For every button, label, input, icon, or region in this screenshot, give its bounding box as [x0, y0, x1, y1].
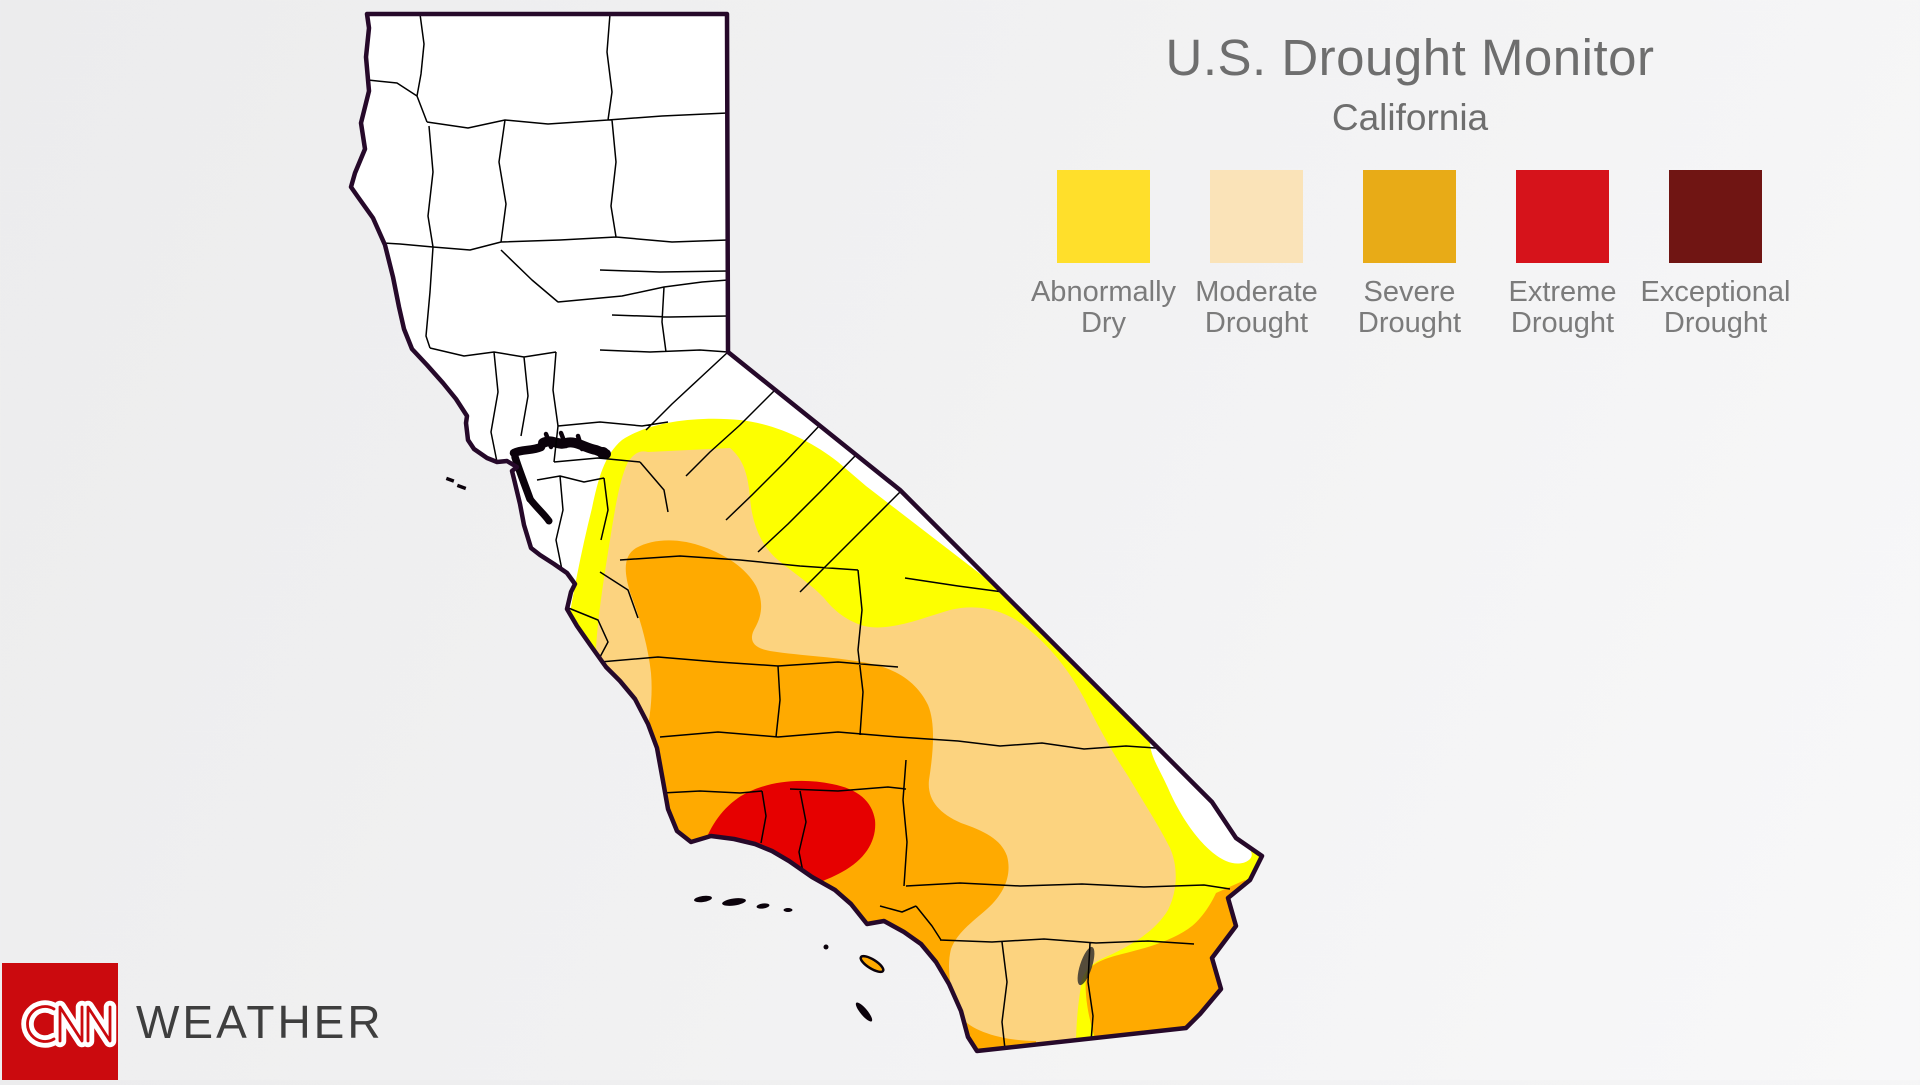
legend-label-line1: Moderate	[1195, 276, 1318, 308]
legend-item-severe-drought: Severe Drought	[1333, 170, 1486, 339]
page-title: U.S. Drought Monitor	[1165, 29, 1655, 86]
title-block: U.S. Drought Monitor California	[1060, 30, 1760, 138]
cnn-logo	[2, 963, 118, 1080]
legend-swatch-moderate-drought	[1210, 170, 1303, 263]
salton-sea	[1077, 946, 1095, 986]
legend-item-extreme-drought: Extreme Drought	[1486, 170, 1639, 339]
delta-water-blob	[597, 447, 609, 459]
legend-item-abnormally-dry: Abnormally Dry	[1027, 170, 1180, 339]
legend-label-line2: Drought	[1357, 307, 1462, 339]
offshore-islands	[445, 476, 885, 1022]
legend-swatch-abnormally-dry	[1057, 170, 1150, 263]
san-clemente-island	[855, 1002, 873, 1022]
legend-label-line1: Severe	[1363, 276, 1456, 308]
legend-item-exceptional-drought: Exceptional Drought	[1639, 170, 1792, 339]
legend-label-line1: Abnormally	[1030, 276, 1177, 308]
legend-label-line2: Drought	[1510, 307, 1615, 339]
legend-label-line2: Drought	[1663, 307, 1768, 339]
legend-swatch-severe-drought	[1363, 170, 1456, 263]
legend-label-line1: Exceptional	[1640, 276, 1791, 308]
california-outline	[348, 11, 1265, 1054]
legend-label-line2: Drought	[1204, 307, 1309, 339]
bay-water	[509, 430, 611, 525]
legend-swatch-extreme-drought	[1516, 170, 1609, 263]
legend-item-moderate-drought: Moderate Drought	[1180, 170, 1333, 339]
layer-no-drought-east-sliver	[1150, 740, 1252, 864]
catalina-island	[859, 954, 885, 974]
legend-label-line2: Dry	[1080, 307, 1127, 339]
weather-label: WEATHER	[136, 995, 384, 1048]
cnn-logo-icon	[21, 1000, 117, 1048]
page-subtitle: California	[1331, 97, 1489, 138]
drought-legend: Abnormally Dry Moderate Drought Severe D…	[1027, 170, 1792, 339]
brand-bar: WEATHER	[2, 963, 384, 1080]
legend-label-line1: Extreme	[1508, 276, 1617, 308]
county-boundaries	[365, 14, 1231, 1050]
legend-swatch-exceptional-drought	[1669, 170, 1762, 263]
